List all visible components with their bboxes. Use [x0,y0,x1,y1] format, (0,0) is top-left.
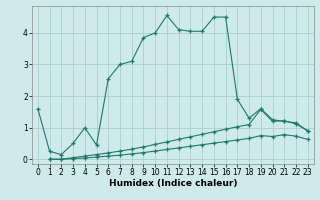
X-axis label: Humidex (Indice chaleur): Humidex (Indice chaleur) [108,179,237,188]
